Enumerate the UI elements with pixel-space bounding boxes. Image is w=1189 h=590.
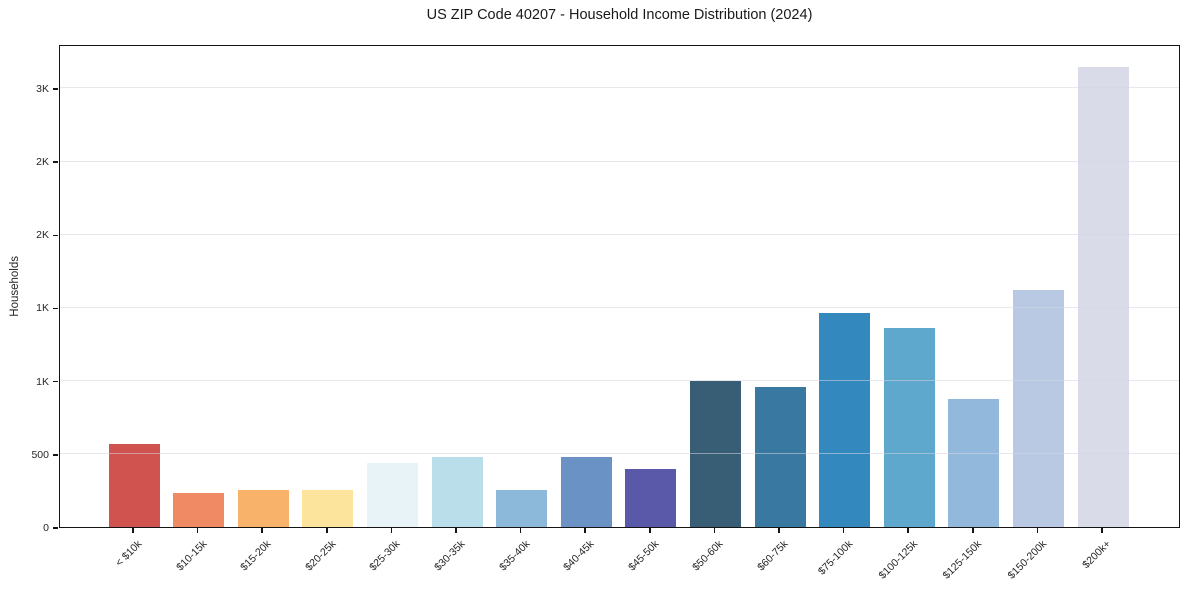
x-tick-mark	[132, 528, 134, 533]
x-tick-label: $35-40k	[496, 538, 533, 574]
x-tick-mark	[842, 528, 845, 533]
bar-$15-20k	[237, 490, 289, 527]
bar-$10-15k	[173, 492, 225, 527]
x-tick-mark	[261, 528, 263, 533]
chart-title: US ZIP Code 40207 - Household Income Dis…	[426, 7, 813, 23]
x-tick-mark	[519, 528, 522, 533]
gridline	[60, 380, 1179, 382]
x-tick-label: $50-60k	[690, 538, 726, 574]
y-tick-label: 500	[31, 448, 49, 461]
x-tick-label: $150-200k	[1005, 538, 1049, 582]
x-tick-label: $200k+	[1080, 538, 1114, 572]
y-tick-label: 2K	[36, 156, 49, 169]
y-tick-label: 1K	[36, 302, 49, 315]
y-tick-mark	[53, 527, 58, 529]
bar-$25-30k	[366, 462, 418, 527]
x-tick-label: $75-100k	[815, 538, 856, 578]
y-tick-label: 2K	[36, 229, 49, 242]
y-tick-label: 3K	[36, 82, 49, 95]
bar-$75-100k	[819, 313, 871, 527]
bar-$200k+	[1077, 67, 1129, 527]
bar-$40-45k	[560, 456, 612, 527]
bar-< $10k	[108, 443, 160, 527]
gridline	[60, 453, 1179, 455]
x-tick-mark	[196, 528, 199, 533]
x-tick-label: $100-125k	[876, 538, 920, 582]
bar-$35-40k	[496, 490, 548, 527]
gridline	[60, 306, 1179, 308]
x-tick-label: $20-25k	[302, 538, 339, 574]
y-tick-mark	[53, 161, 58, 163]
y-tick-mark	[53, 234, 58, 237]
y-tick-mark	[53, 380, 58, 383]
gridline	[60, 233, 1179, 235]
bar-$60-75k	[754, 386, 806, 527]
x-tick-label: $10-15k	[173, 538, 210, 574]
bar-$125-150k	[948, 398, 1000, 527]
x-tick-label: $15-20k	[238, 538, 274, 574]
x-tick-mark	[455, 528, 457, 533]
x-tick-mark	[326, 528, 328, 533]
x-tick-mark	[907, 528, 909, 533]
x-tick-label: < $10k	[113, 538, 145, 569]
y-tick-mark	[53, 307, 58, 310]
x-tick-mark	[390, 528, 393, 533]
x-tick-mark	[649, 528, 651, 533]
x-tick-mark	[778, 528, 780, 533]
gridline	[60, 87, 1179, 89]
x-tick-mark	[1101, 528, 1103, 533]
x-tick-label: $25-30k	[367, 538, 403, 574]
x-tick-mark	[584, 528, 586, 533]
bar-$45-50k	[625, 468, 677, 527]
plot-area	[59, 45, 1180, 528]
x-tick-mark	[1036, 528, 1039, 533]
x-tick-label: $40-45k	[561, 538, 597, 574]
x-tick-mark	[972, 528, 974, 533]
y-tick-mark	[53, 454, 58, 456]
bar-$100-125k	[883, 327, 935, 527]
bar-$30-35k	[431, 456, 483, 527]
gridline	[60, 160, 1179, 162]
x-tick-label: $125-150k	[940, 538, 985, 582]
bar-$150-200k	[1012, 289, 1064, 527]
x-tick-mark	[713, 528, 716, 533]
y-tick-mark	[53, 88, 58, 90]
y-tick-label: 1K	[36, 375, 49, 388]
bar-$20-25k	[302, 490, 354, 527]
x-tick-label: $60-75k	[755, 538, 791, 574]
x-tick-label: $45-50k	[625, 538, 662, 574]
x-tick-label: $30-35k	[432, 538, 468, 574]
y-tick-label: 0	[43, 522, 49, 534]
